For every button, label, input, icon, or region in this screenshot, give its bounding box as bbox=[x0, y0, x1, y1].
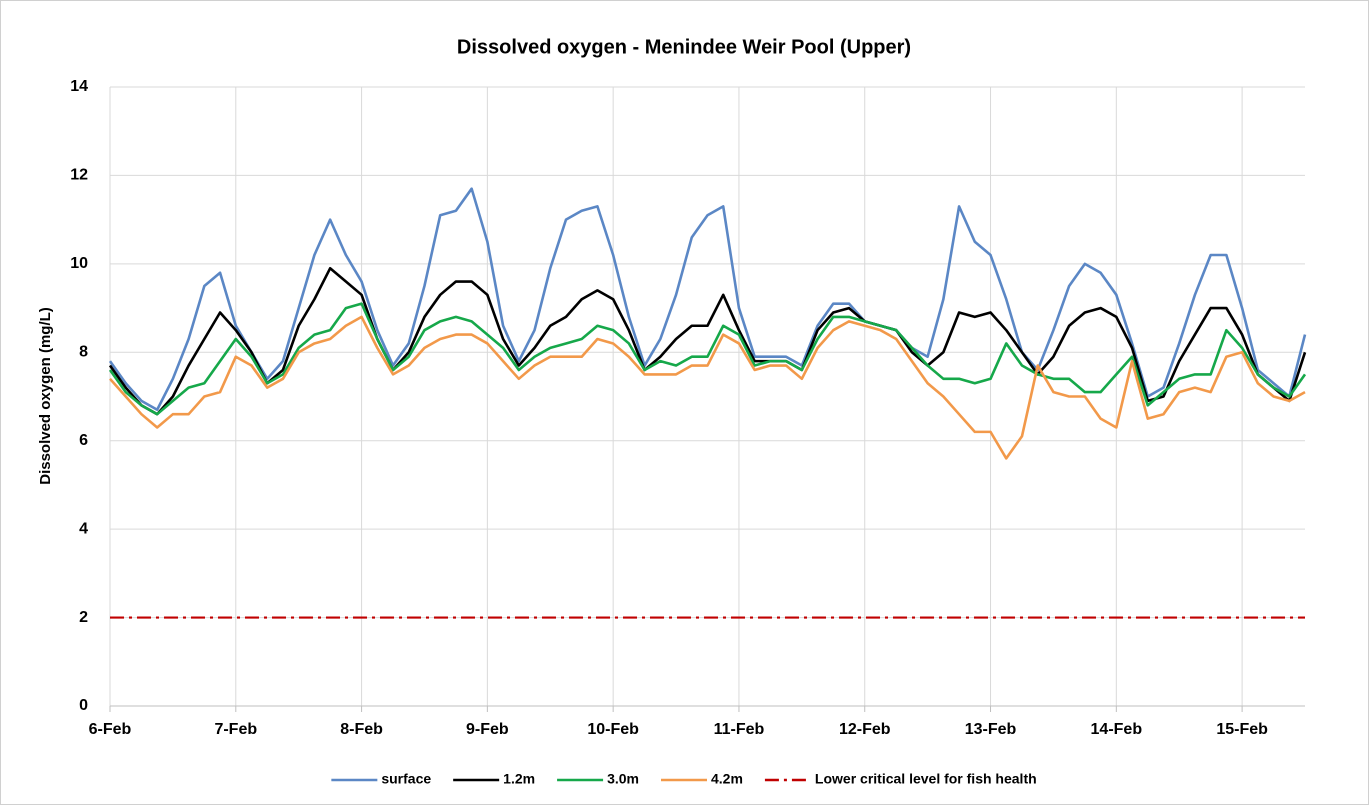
y-tick-label: 12 bbox=[70, 167, 88, 184]
legend-label: surface bbox=[381, 771, 431, 787]
y-tick-label: 2 bbox=[79, 609, 88, 626]
x-tick-label: 12-Feb bbox=[839, 721, 891, 738]
legend: surface 1.2m 3.0m 4.2m Lower critical level … bbox=[331, 771, 1037, 787]
legend-label: Lower critical level for fish health bbox=[815, 771, 1037, 787]
x-tick-label: 7-Feb bbox=[214, 721, 257, 738]
x-tick-label: 10-Feb bbox=[587, 721, 639, 738]
y-tick-label: 6 bbox=[79, 432, 88, 449]
series-line bbox=[109, 315, 1306, 460]
legend-label: 4.2m bbox=[711, 771, 743, 787]
y-tick-label: 14 bbox=[70, 78, 88, 95]
series-line bbox=[108, 266, 1307, 416]
x-tick-label: 15-Feb bbox=[1216, 721, 1268, 738]
x-tick-label: 11-Feb bbox=[714, 721, 765, 738]
x-tick-label: 14-Feb bbox=[1091, 721, 1143, 738]
series-line bbox=[108, 187, 1307, 412]
legend-label: 1.2m bbox=[503, 771, 535, 787]
y-axis-label: Dissolved oxygen (mg/L) bbox=[37, 307, 54, 485]
y-tick-label: 0 bbox=[79, 697, 88, 714]
y-tick-label: 8 bbox=[79, 344, 88, 361]
chart-title: Dissolved oxygen - Menindee Weir Pool (U… bbox=[457, 36, 911, 58]
y-tick-label: 4 bbox=[79, 520, 88, 537]
x-tick-label: 8-Feb bbox=[340, 721, 383, 738]
x-tick-label: 6-Feb bbox=[89, 721, 132, 738]
series-line bbox=[108, 302, 1307, 416]
y-tick-label: 10 bbox=[70, 255, 88, 272]
x-tick-label: 13-Feb bbox=[965, 721, 1017, 738]
x-tick-label: 9-Feb bbox=[466, 721, 509, 738]
legend-label: 3.0m bbox=[607, 771, 639, 787]
